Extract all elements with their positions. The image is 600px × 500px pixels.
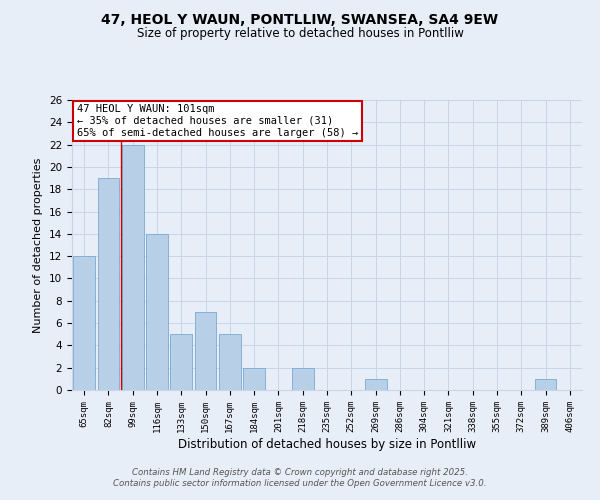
Bar — [194, 312, 217, 390]
Y-axis label: Number of detached properties: Number of detached properties — [34, 158, 43, 332]
Bar — [170, 334, 192, 390]
Bar — [243, 368, 265, 390]
Bar — [365, 379, 386, 390]
Bar — [146, 234, 168, 390]
Bar — [219, 334, 241, 390]
Bar — [292, 368, 314, 390]
X-axis label: Distribution of detached houses by size in Pontlliw: Distribution of detached houses by size … — [178, 438, 476, 450]
Bar — [122, 144, 143, 390]
Text: 47 HEOL Y WAUN: 101sqm
← 35% of detached houses are smaller (31)
65% of semi-det: 47 HEOL Y WAUN: 101sqm ← 35% of detached… — [77, 104, 358, 138]
Bar — [535, 379, 556, 390]
Bar — [73, 256, 95, 390]
Bar — [97, 178, 119, 390]
Text: Contains HM Land Registry data © Crown copyright and database right 2025.
Contai: Contains HM Land Registry data © Crown c… — [113, 468, 487, 487]
Text: Size of property relative to detached houses in Pontlliw: Size of property relative to detached ho… — [137, 28, 463, 40]
Text: 47, HEOL Y WAUN, PONTLLIW, SWANSEA, SA4 9EW: 47, HEOL Y WAUN, PONTLLIW, SWANSEA, SA4 … — [101, 12, 499, 26]
